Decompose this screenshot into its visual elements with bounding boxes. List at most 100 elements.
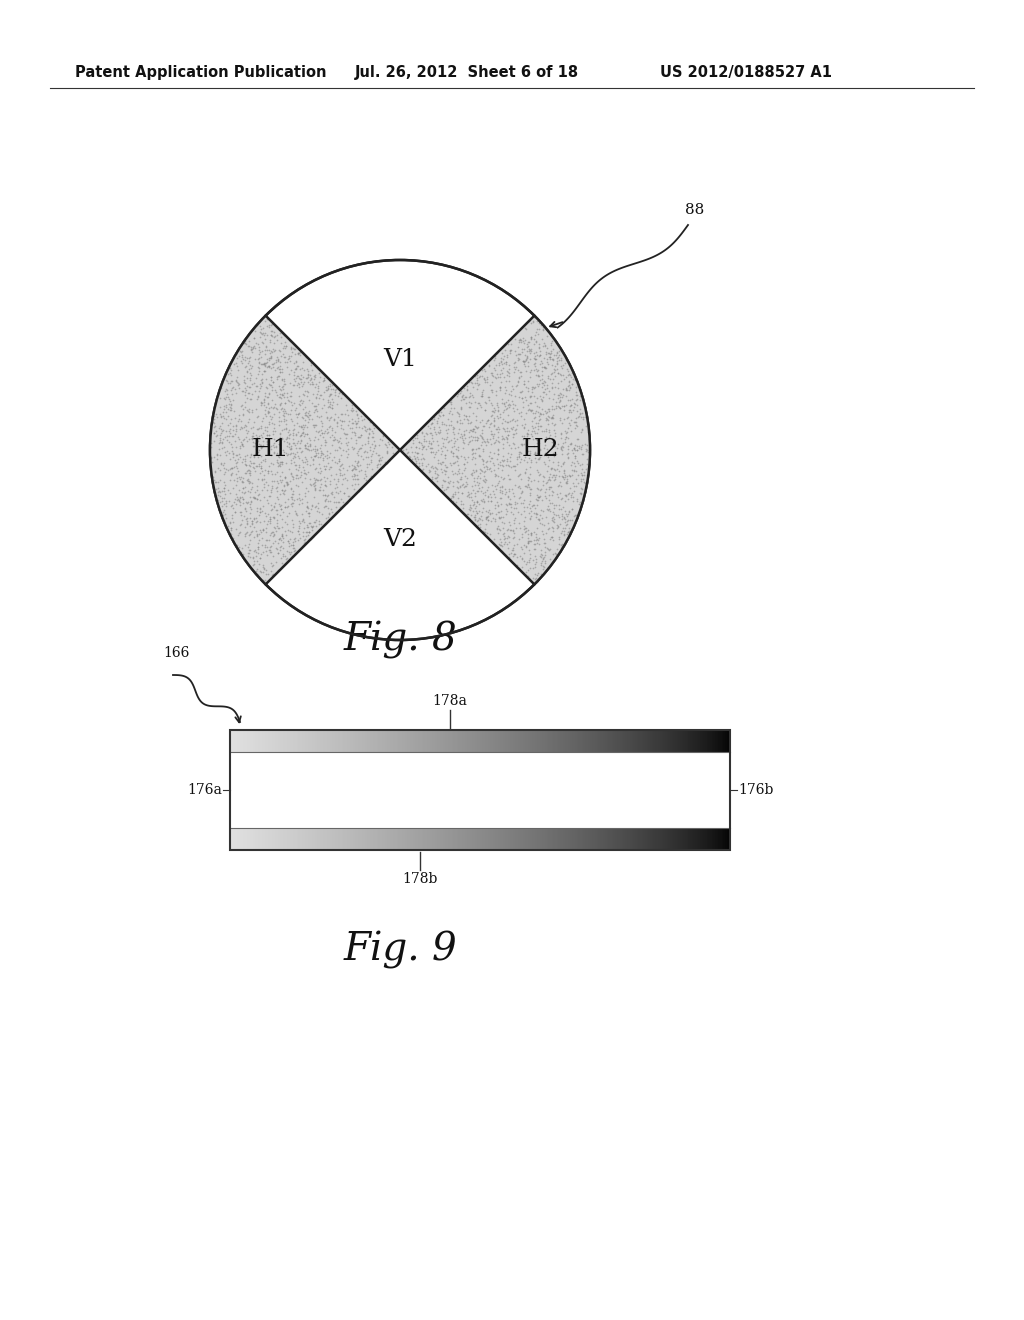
Point	[269, 477, 286, 498]
Point	[469, 480, 485, 502]
Point	[343, 466, 359, 487]
Point	[427, 421, 443, 442]
Point	[453, 399, 469, 420]
Point	[532, 408, 549, 429]
Point	[294, 492, 310, 513]
Point	[291, 516, 307, 537]
Point	[267, 348, 284, 370]
Point	[415, 458, 431, 479]
Point	[348, 465, 365, 486]
Point	[531, 405, 548, 426]
Point	[516, 490, 532, 511]
Bar	[308, 828, 311, 850]
Point	[285, 480, 301, 502]
Point	[377, 451, 393, 473]
Point	[216, 453, 232, 474]
Point	[517, 413, 534, 434]
Point	[260, 355, 276, 376]
Point	[251, 351, 267, 372]
Point	[478, 525, 495, 546]
Point	[229, 535, 246, 556]
Bar	[282, 730, 285, 752]
Point	[495, 408, 511, 429]
Point	[505, 503, 521, 524]
Point	[567, 447, 584, 469]
Point	[299, 462, 315, 483]
Point	[377, 453, 393, 474]
Point	[227, 379, 244, 400]
Point	[523, 360, 540, 381]
Point	[502, 450, 518, 471]
Bar	[427, 730, 429, 752]
Point	[245, 416, 261, 437]
Point	[239, 430, 255, 451]
Point	[292, 512, 308, 533]
Point	[344, 412, 360, 433]
Point	[475, 429, 492, 450]
Point	[329, 451, 345, 473]
Point	[513, 381, 529, 403]
Point	[293, 430, 309, 451]
Point	[312, 445, 329, 466]
Point	[545, 517, 561, 539]
Point	[414, 422, 430, 444]
Point	[292, 345, 308, 366]
Point	[537, 533, 553, 554]
Point	[549, 539, 565, 560]
Point	[531, 396, 548, 417]
Point	[456, 408, 472, 429]
Point	[265, 507, 282, 528]
Point	[238, 414, 254, 436]
Point	[325, 391, 341, 412]
Text: 178b: 178b	[402, 873, 437, 886]
Bar	[665, 828, 668, 850]
Point	[557, 465, 573, 486]
Bar	[539, 730, 541, 752]
Point	[477, 469, 494, 490]
Point	[456, 404, 472, 425]
Bar	[412, 828, 415, 850]
Point	[271, 379, 288, 400]
Point	[537, 371, 553, 392]
Point	[510, 359, 526, 380]
Point	[506, 455, 522, 477]
Point	[316, 490, 333, 511]
Point	[344, 412, 360, 433]
Bar	[452, 730, 455, 752]
Point	[521, 467, 538, 488]
Point	[451, 405, 467, 426]
Point	[435, 470, 452, 491]
Point	[526, 557, 543, 578]
Point	[291, 395, 307, 416]
Bar	[512, 828, 514, 850]
Point	[276, 418, 293, 440]
Point	[520, 351, 537, 372]
Point	[321, 389, 337, 411]
Point	[362, 437, 379, 458]
Point	[322, 396, 338, 417]
Point	[252, 378, 268, 399]
Point	[298, 437, 314, 458]
Point	[305, 475, 322, 496]
Point	[501, 455, 517, 477]
Point	[406, 445, 422, 466]
Bar	[329, 828, 331, 850]
Point	[356, 461, 373, 482]
Point	[462, 420, 478, 441]
Point	[212, 451, 228, 473]
Bar	[441, 730, 444, 752]
Point	[223, 380, 240, 401]
Point	[230, 490, 247, 511]
Point	[246, 553, 262, 574]
Point	[527, 325, 544, 346]
Point	[516, 409, 532, 430]
Point	[536, 381, 552, 403]
Point	[253, 346, 269, 367]
Point	[313, 442, 330, 463]
Point	[300, 381, 316, 403]
Point	[280, 520, 296, 541]
Point	[433, 437, 450, 458]
Point	[282, 385, 298, 407]
Point	[456, 453, 472, 474]
Bar	[268, 730, 271, 752]
